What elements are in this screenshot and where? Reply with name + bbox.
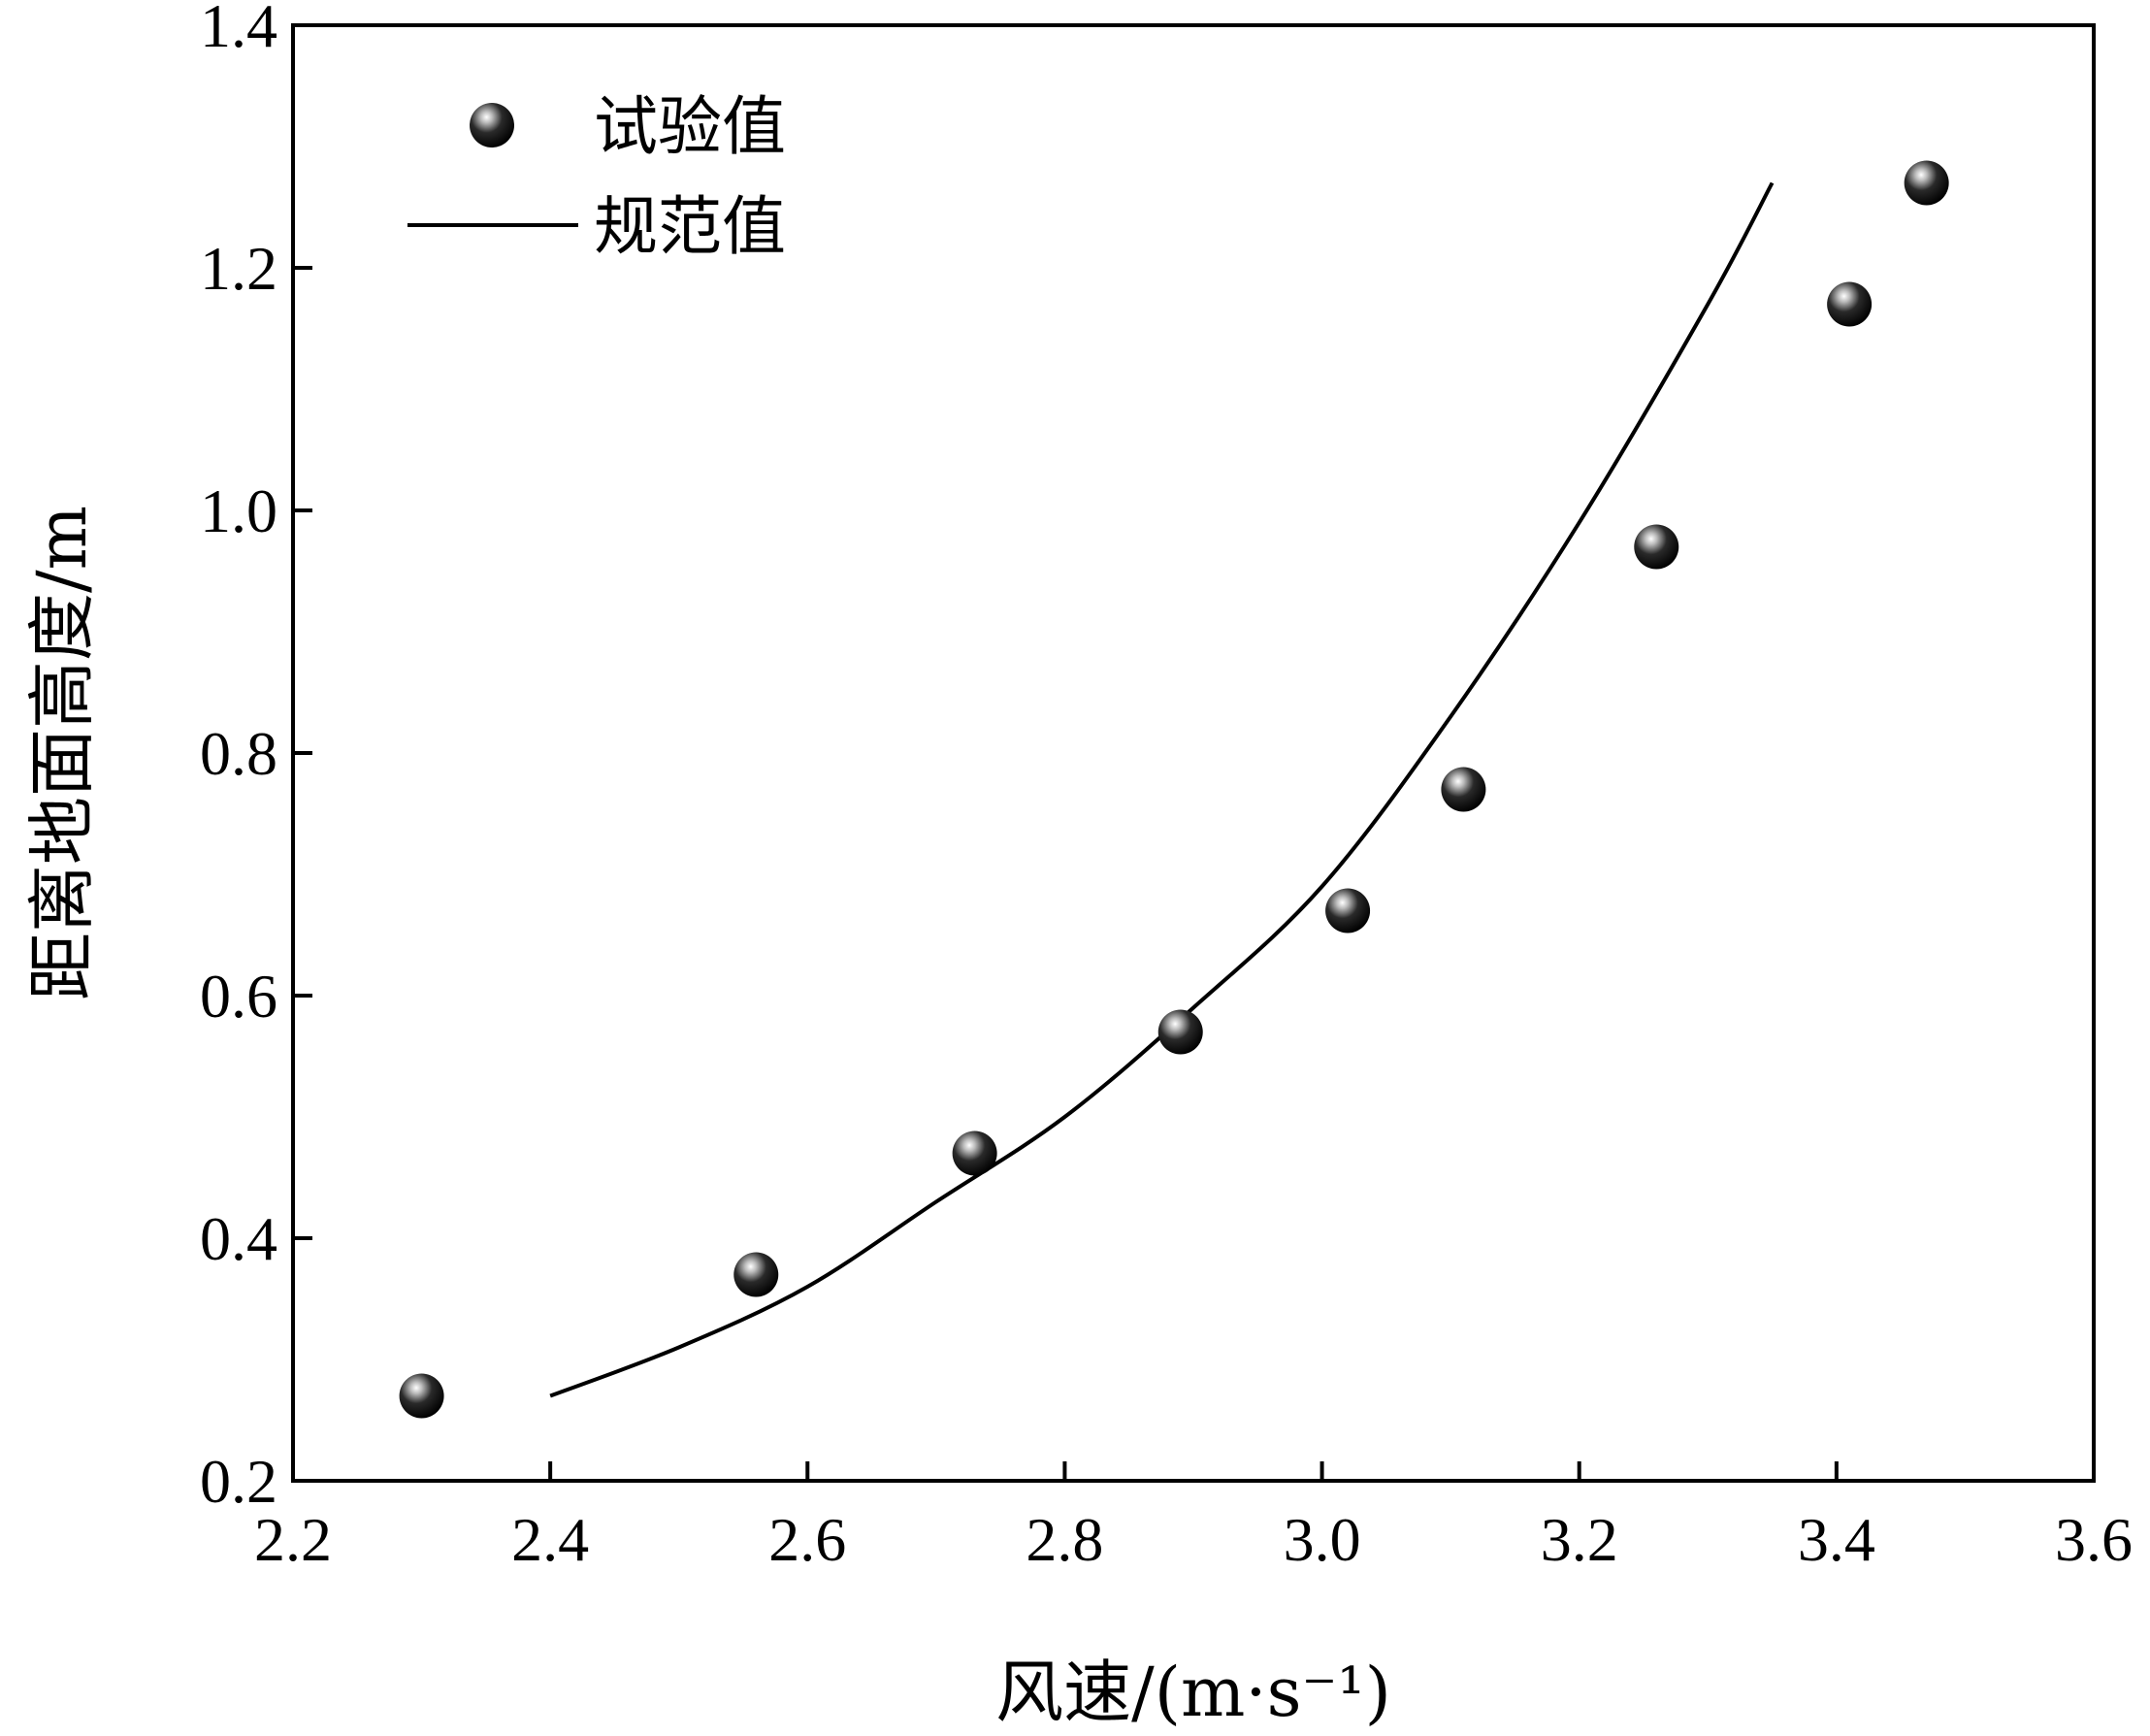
legend-scatter-marker bbox=[470, 103, 514, 147]
y-tick-label: 0.2 bbox=[200, 1447, 277, 1516]
scatter-point bbox=[1157, 1009, 1203, 1055]
y-tick-label: 1.2 bbox=[200, 234, 277, 303]
scatter-point bbox=[1827, 281, 1873, 327]
scatter-point bbox=[733, 1252, 779, 1297]
x-tick-label: 3.6 bbox=[2055, 1505, 2133, 1574]
scatter-point bbox=[1904, 160, 1949, 206]
y-tick-label: 0.6 bbox=[200, 962, 277, 1031]
legend-item-scatter: 试验值 bbox=[470, 89, 786, 164]
scatter-point bbox=[952, 1130, 997, 1176]
x-axis-title: 风速/(m·s⁻¹) bbox=[995, 1653, 1391, 1732]
y-tick-label: 1.4 bbox=[200, 0, 277, 60]
scatter-point bbox=[1634, 524, 1679, 570]
scatter-point bbox=[1441, 767, 1486, 812]
x-tick-label: 3.4 bbox=[1798, 1505, 1875, 1574]
x-tick-label: 3.2 bbox=[1541, 1505, 1618, 1574]
line-series bbox=[549, 181, 1775, 1398]
scatter-point bbox=[399, 1373, 444, 1419]
x-tick-label: 2.6 bbox=[768, 1505, 846, 1574]
line-series-path bbox=[549, 181, 1775, 1398]
legend-scatter-label: 试验值 bbox=[594, 89, 786, 164]
y-axis-title: 距离地面高度/m bbox=[22, 506, 102, 1000]
x-tick-label: 3.0 bbox=[1284, 1505, 1361, 1574]
scatter-point bbox=[1325, 888, 1371, 934]
legend: 试验值 规范值 bbox=[407, 89, 786, 264]
legend-item-line: 规范值 bbox=[407, 189, 786, 264]
x-tick-label: 2.4 bbox=[511, 1505, 589, 1574]
scatter-series bbox=[399, 160, 1949, 1419]
legend-line-label: 规范值 bbox=[594, 189, 786, 264]
plot-frame bbox=[291, 23, 2096, 1483]
y-tick-label: 0.8 bbox=[200, 719, 277, 788]
y-tick-label: 1.0 bbox=[200, 476, 277, 545]
x-axis-ticks: 2.2 2.4 2.6 2.8 3.0 3.2 3.4 3.6 bbox=[254, 1461, 2133, 1574]
x-tick-label: 2.2 bbox=[254, 1505, 332, 1574]
y-axis-ticks: 0.2 0.4 0.6 0.8 1.0 1.2 1.4 bbox=[200, 0, 312, 1516]
y-tick-label: 0.4 bbox=[200, 1204, 277, 1273]
x-tick-label: 2.8 bbox=[1026, 1505, 1103, 1574]
